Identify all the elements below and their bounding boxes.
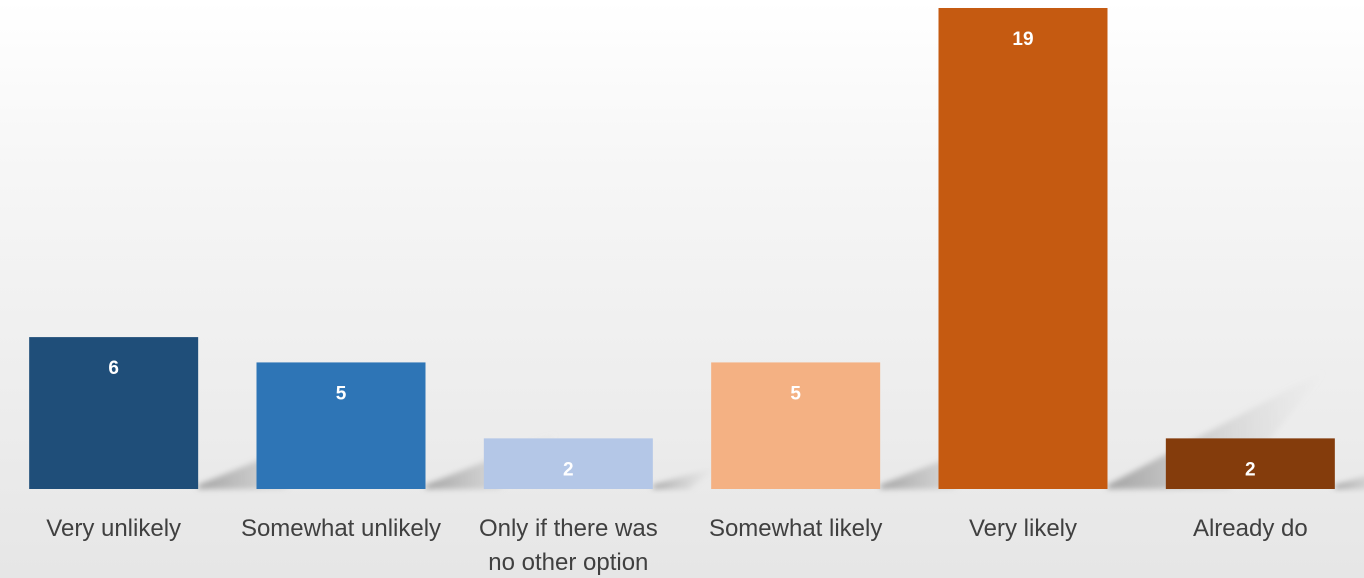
- data-label-somewhat-likely: 5: [790, 383, 801, 404]
- data-label-very-unlikely: 6: [108, 358, 119, 379]
- data-label-already-do: 2: [1245, 459, 1256, 480]
- data-label-very-likely: 19: [1012, 29, 1033, 50]
- bars: [29, 8, 1335, 489]
- bar-shadow-only-if-there-was-no-other-option: [652, 466, 719, 489]
- category-label-already-do: Already do: [1193, 515, 1308, 542]
- bar-very-unlikely: [29, 337, 199, 489]
- bar-somewhat-likely: [711, 362, 881, 489]
- category-label-somewhat-likely: Somewhat likely: [709, 515, 882, 542]
- bar-somewhat-unlikely: [256, 362, 426, 489]
- data-label-only-if-there-was-no-other-option: 2: [563, 459, 574, 480]
- bar-only-if-there-was-no-other-option: [483, 438, 653, 489]
- data-label-somewhat-unlikely: 5: [336, 383, 347, 404]
- category-label-only-if-there-was-no-other-option: Only if there was no other option: [479, 515, 658, 576]
- category-label-very-likely: Very likely: [969, 515, 1077, 542]
- bar-very-likely: [938, 8, 1108, 489]
- bar-already-do: [1165, 438, 1335, 489]
- bar-shadow-already-do: [1334, 476, 1364, 489]
- data-labels: 6 5 2 5 19 2: [108, 29, 1255, 480]
- bar-shadow-very-likely: [1107, 369, 1328, 489]
- category-labels: Very unlikely Somewhat unlikely Only if th…: [46, 515, 1307, 576]
- category-label-very-unlikely: Very unlikely: [46, 515, 181, 542]
- category-label-somewhat-unlikely: Somewhat unlikely: [241, 515, 441, 542]
